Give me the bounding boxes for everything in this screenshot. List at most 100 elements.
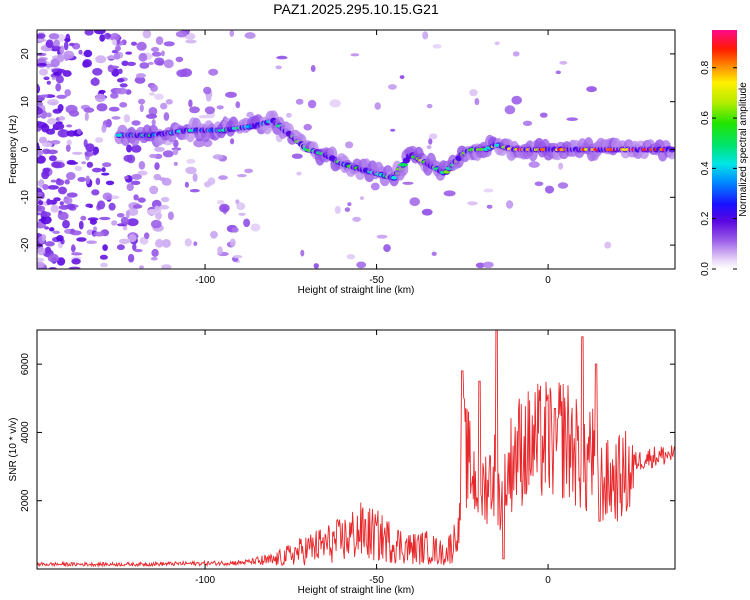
colorbar-tick-label: 0.4 (700, 161, 711, 175)
heatmap-cell (119, 102, 128, 108)
heatmap-cell (147, 61, 154, 65)
heatmap-cell (185, 39, 197, 44)
heatmap-cell (474, 98, 480, 106)
snr-x-label: Height of straight line (km) (298, 585, 415, 596)
heatmap-cell (107, 64, 115, 73)
heatmap-cell (218, 175, 228, 180)
heatmap-cell (184, 238, 192, 247)
heatmap-cell (189, 106, 200, 114)
heatmap-cell (41, 123, 50, 133)
heatmap-cell (127, 207, 139, 216)
heatmap-cell (193, 139, 205, 148)
heatmap-cell (37, 155, 46, 164)
heatmap-cell (78, 220, 84, 230)
heatmap-cell (42, 184, 49, 190)
spectrogram-frame (36, 29, 676, 270)
heatmap-cell (161, 239, 171, 248)
heatmap-cell (37, 257, 45, 263)
colorbar-label: Normalized spectral amplitude (738, 82, 749, 217)
heatmap-cell (66, 159, 76, 165)
heatmap-cell (95, 137, 104, 143)
heatmap-cell (92, 68, 103, 76)
heatmap-cell (69, 110, 80, 117)
heatmap-cell (128, 234, 137, 243)
spectrogram-heatmap (37, 30, 675, 269)
heatmap-cell (467, 201, 478, 206)
heatmap-cell (151, 119, 156, 126)
heatmap-cell (86, 240, 97, 244)
heatmap-cell (163, 41, 175, 47)
heatmap-cell (432, 44, 442, 49)
y-tick-label: 6000 (20, 353, 31, 376)
spectrogram-y-label: Frequency (Hz) (8, 115, 19, 184)
heatmap-cell (246, 111, 254, 118)
heatmap-cell (126, 61, 136, 66)
colorbar-tick-label: 0.0 (700, 262, 711, 276)
heatmap-cell (91, 189, 100, 196)
heatmap-cell (310, 65, 316, 72)
heatmap-cell (544, 185, 555, 194)
heatmap-cell (63, 50, 75, 59)
heatmap-cell (149, 185, 159, 195)
heatmap-cell (125, 51, 133, 55)
heatmap-cell (53, 45, 61, 50)
heatmap-cell (81, 161, 87, 165)
heatmap-cell (41, 211, 51, 217)
heatmap-cell (89, 219, 97, 225)
heatmap-cell (151, 248, 159, 257)
heatmap-cell (154, 93, 164, 100)
heatmap-cell (94, 93, 106, 103)
heatmap-cell (402, 181, 414, 185)
heatmap-cell (557, 182, 569, 189)
y-tick-label: 10 (20, 96, 31, 108)
heatmap-cell (47, 99, 59, 106)
colorbar-tick-label: 0.8 (700, 60, 711, 74)
heatmap-cell (77, 177, 86, 182)
heatmap-cell (46, 118, 58, 125)
heatmap-cell (421, 208, 433, 216)
heatmap-cell (173, 139, 179, 148)
heatmap-cell (111, 39, 118, 46)
heatmap-cell (243, 218, 251, 228)
x-tick-label: 0 (545, 575, 551, 586)
heatmap-cell (102, 244, 108, 252)
heatmap-cell (428, 138, 433, 145)
heatmap-cell (58, 116, 66, 121)
heatmap-cell (137, 197, 146, 203)
heatmap-cell (99, 254, 108, 260)
heatmap-cell (60, 128, 65, 138)
heatmap-cell (409, 197, 421, 207)
heatmap-cell (37, 106, 43, 115)
heatmap-cell (64, 89, 71, 97)
heatmap-cell (307, 99, 317, 109)
heatmap-cell (426, 103, 433, 109)
heatmap-cell (65, 144, 71, 152)
heatmap-cell (93, 231, 105, 237)
heatmap-cell (359, 196, 365, 201)
heatmap-cell (559, 60, 568, 65)
heatmap-cell (85, 175, 91, 185)
heatmap-cell (398, 163, 409, 167)
heatmap-cell (522, 120, 533, 127)
heatmap-cell (47, 185, 59, 190)
heatmap-cell (48, 227, 55, 232)
heatmap-cell (483, 188, 494, 193)
heatmap-cell (103, 32, 111, 40)
heatmap-cell (300, 249, 305, 257)
heatmap-cell (80, 215, 87, 221)
heatmap-cell (347, 202, 352, 207)
snr-series-line (37, 330, 675, 568)
heatmap-cell (154, 57, 165, 66)
heatmap-cell (45, 39, 54, 48)
heatmap-cell (236, 202, 246, 211)
heatmap-cell (111, 116, 121, 120)
heatmap-cell (244, 168, 254, 174)
heatmap-cell (134, 76, 146, 84)
heatmap-cell (66, 192, 78, 198)
colorbar-ticks: 0.0 0.2 0.4 0.6 0.8 (700, 60, 737, 276)
heatmap-cell (208, 68, 219, 76)
heatmap-cell (188, 99, 193, 108)
x-tick-label: -100 (195, 275, 215, 286)
heatmap-cell (43, 76, 50, 81)
